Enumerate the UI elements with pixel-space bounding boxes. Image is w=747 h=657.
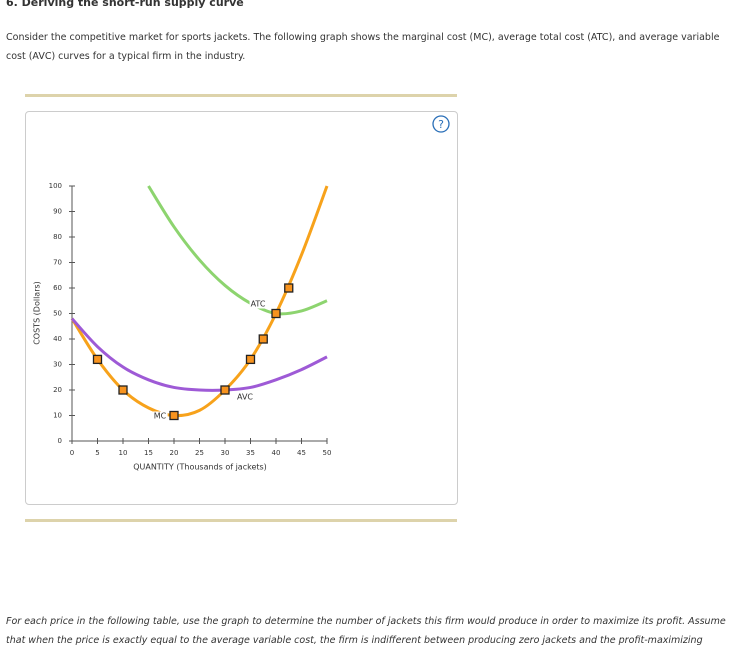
curve (147, 185, 328, 316)
curve (70, 317, 328, 392)
y-tick-label: 100 (49, 182, 62, 190)
y-tick-label: 20 (53, 386, 62, 394)
y-tick-label: 30 (53, 361, 62, 369)
y-tick-label: 10 (53, 412, 62, 420)
curve (70, 185, 329, 418)
curve-label: AVC (237, 393, 253, 402)
x-tick-label: 0 (70, 449, 74, 457)
data-point (245, 354, 256, 365)
y-tick-label: 60 (53, 284, 62, 292)
y-tick-label: 40 (53, 335, 62, 343)
divider (25, 94, 457, 97)
curve-label: ATC (251, 300, 266, 309)
y-tick-label: 50 (53, 310, 62, 318)
x-axis-title: QUANTITY (Thousands of jackets) (133, 463, 267, 472)
x-tick-label: 30 (221, 449, 230, 457)
data-point (284, 283, 294, 293)
curve-label: MC (154, 412, 167, 421)
data-point (118, 385, 128, 395)
x-tick-label: 50 (323, 449, 332, 457)
x-tick-label: 10 (119, 449, 128, 457)
x-tick-label: 40 (272, 449, 281, 457)
data-point (169, 410, 179, 421)
y-axis-title: COSTS (Dollars) (33, 281, 42, 345)
curve-label-bg (235, 392, 255, 402)
x-tick-label: 45 (297, 449, 306, 457)
help-icon-text[interactable]: ? (438, 118, 444, 131)
graph-box (25, 111, 458, 505)
data-point (220, 385, 230, 395)
x-tick-label: 5 (95, 449, 99, 457)
help-icon[interactable] (432, 115, 450, 133)
data-point (92, 354, 103, 365)
data-point (271, 308, 281, 319)
x-tick-label: 20 (170, 449, 179, 457)
x-tick-label: 25 (195, 449, 204, 457)
intro-text: Consider the competitive market for spor… (6, 32, 720, 62)
curve-label-bg (152, 411, 168, 421)
y-tick-label: 90 (53, 208, 62, 216)
divider (25, 519, 457, 522)
instructions-text: For each price in the following table, u… (6, 616, 726, 646)
data-point (258, 334, 268, 344)
question-title: 6. Deriving the short-run supply curve (6, 0, 244, 9)
x-tick-label: 35 (246, 449, 255, 457)
x-tick-label: 15 (144, 449, 153, 457)
y-tick-label: 80 (53, 233, 62, 241)
y-tick-label: 0 (58, 437, 62, 445)
y-tick-label: 70 (53, 259, 62, 267)
curve-label-bg (249, 299, 267, 309)
